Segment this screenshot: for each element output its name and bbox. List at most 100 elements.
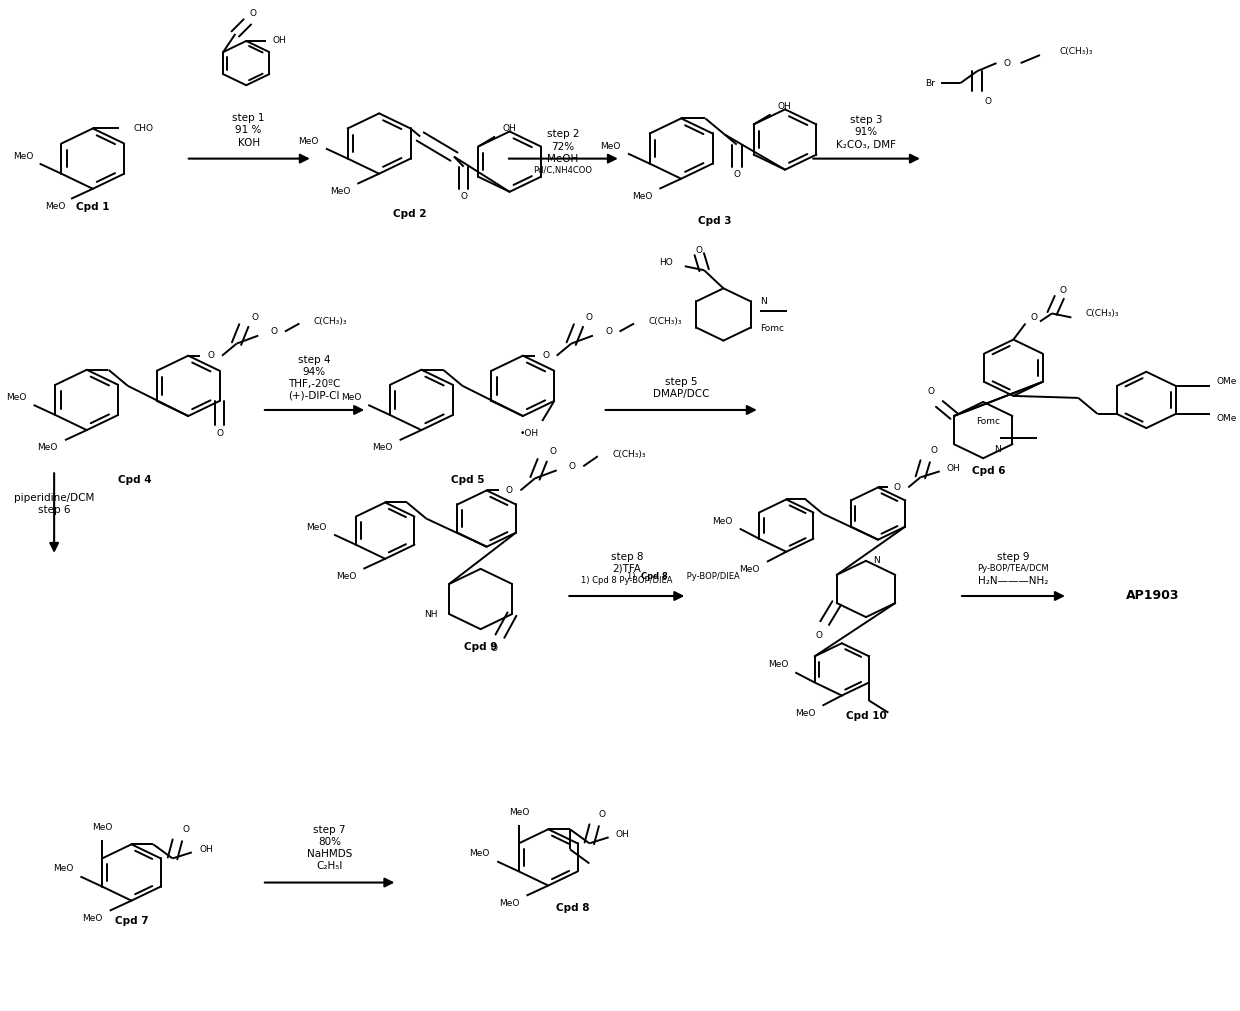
Text: MeO: MeO xyxy=(14,152,33,161)
Text: OH: OH xyxy=(777,102,791,111)
Text: HO: HO xyxy=(658,258,672,267)
Text: O: O xyxy=(506,486,513,495)
Text: step 1: step 1 xyxy=(232,113,265,123)
Text: MeO: MeO xyxy=(82,914,103,923)
Text: O: O xyxy=(928,387,935,396)
Text: step 3: step 3 xyxy=(849,115,882,125)
Text: N: N xyxy=(993,445,1001,454)
Text: O: O xyxy=(1059,286,1066,295)
Text: Cpd 5: Cpd 5 xyxy=(450,475,484,485)
Text: MeO: MeO xyxy=(372,443,392,452)
Text: MeO: MeO xyxy=(37,443,58,452)
Text: O: O xyxy=(569,462,575,471)
Text: MeO: MeO xyxy=(739,565,760,574)
Text: MeO: MeO xyxy=(508,808,529,817)
Text: C(CH₃)₃: C(CH₃)₃ xyxy=(649,317,682,326)
Text: Py-BOP/TEA/DCM: Py-BOP/TEA/DCM xyxy=(977,564,1049,573)
Text: MeO: MeO xyxy=(330,187,350,196)
Text: C(CH₃)₃: C(CH₃)₃ xyxy=(1059,47,1092,56)
Text: MeO: MeO xyxy=(470,849,490,858)
Text: piperidine/DCM: piperidine/DCM xyxy=(14,493,94,502)
Text: THF,-20ºC: THF,-20ºC xyxy=(288,379,340,389)
Text: step 4: step 4 xyxy=(298,355,330,365)
Text: N: N xyxy=(760,297,768,306)
Text: OH: OH xyxy=(502,124,516,133)
Text: 80%: 80% xyxy=(319,837,341,847)
Text: Pd/C,NH4COO: Pd/C,NH4COO xyxy=(533,166,593,175)
Text: MeOH: MeOH xyxy=(547,154,578,164)
Text: O: O xyxy=(585,312,593,321)
Text: Br: Br xyxy=(925,79,935,88)
Text: MeO: MeO xyxy=(600,142,621,151)
Text: step 6: step 6 xyxy=(38,506,71,515)
Text: Fomc: Fomc xyxy=(760,324,785,333)
Text: OMe: OMe xyxy=(1216,377,1236,386)
Text: Cpd 6: Cpd 6 xyxy=(972,466,1006,476)
Text: MeO: MeO xyxy=(795,709,815,718)
Text: H₂N———NH₂: H₂N———NH₂ xyxy=(978,576,1049,586)
Text: O: O xyxy=(460,192,467,201)
Text: Cpd 8: Cpd 8 xyxy=(641,572,668,581)
Text: O: O xyxy=(1003,59,1011,68)
Text: C(CH₃)₃: C(CH₃)₃ xyxy=(613,450,646,459)
Text: Fomc: Fomc xyxy=(976,418,1001,426)
Text: NaHMDS: NaHMDS xyxy=(306,849,352,859)
Text: 1) Cpd 8 Py-BOP/DIEA: 1) Cpd 8 Py-BOP/DIEA xyxy=(582,576,672,585)
Text: (+)-DIP-Cl: (+)-DIP-Cl xyxy=(288,391,340,401)
Text: O: O xyxy=(733,170,740,179)
Text: O: O xyxy=(985,97,992,106)
Text: Cpd 7: Cpd 7 xyxy=(114,916,149,926)
Text: step 9: step 9 xyxy=(997,552,1029,562)
Text: C(CH₃)₃: C(CH₃)₃ xyxy=(1086,309,1120,318)
Text: Cpd 2: Cpd 2 xyxy=(393,209,427,219)
Text: MeO: MeO xyxy=(498,899,520,908)
Text: O: O xyxy=(930,446,937,455)
Text: step 8: step 8 xyxy=(610,552,644,562)
Text: O: O xyxy=(250,312,258,321)
Text: OH: OH xyxy=(947,464,961,473)
Text: MeO: MeO xyxy=(306,523,327,532)
Text: O: O xyxy=(549,447,557,456)
Text: O: O xyxy=(182,825,190,834)
Text: MeO: MeO xyxy=(336,572,356,581)
Text: C(CH₃)₃: C(CH₃)₃ xyxy=(314,317,347,326)
Text: C₂H₅I: C₂H₅I xyxy=(316,861,342,871)
Text: Cpd 8: Cpd 8 xyxy=(556,903,589,913)
Text: MeO: MeO xyxy=(92,823,113,832)
Text: O: O xyxy=(1030,312,1038,321)
Text: Cpd 9: Cpd 9 xyxy=(464,642,497,652)
Text: 1): 1) xyxy=(626,572,637,581)
Text: 72%: 72% xyxy=(552,142,574,152)
Text: Cpd 1: Cpd 1 xyxy=(76,202,109,212)
Text: step 7: step 7 xyxy=(314,825,346,835)
Text: N: N xyxy=(873,556,880,565)
Text: O: O xyxy=(696,246,703,255)
Text: Cpd 3: Cpd 3 xyxy=(698,216,732,226)
Text: step 5: step 5 xyxy=(665,377,697,387)
Text: MeO: MeO xyxy=(299,136,319,146)
Text: O: O xyxy=(815,631,822,640)
Text: O: O xyxy=(542,351,549,360)
Text: MeO: MeO xyxy=(53,864,73,874)
Text: O: O xyxy=(216,429,223,438)
Text: MeO: MeO xyxy=(768,660,789,669)
Text: OMe: OMe xyxy=(1216,415,1236,423)
Text: 91 %: 91 % xyxy=(236,125,262,135)
Text: O: O xyxy=(207,351,215,360)
Text: 94%: 94% xyxy=(303,367,325,377)
Text: DMAP/DCC: DMAP/DCC xyxy=(653,389,709,399)
Text: Py-BOP/DIEA: Py-BOP/DIEA xyxy=(683,572,739,581)
Text: NH: NH xyxy=(424,610,438,619)
Text: MeO: MeO xyxy=(6,393,26,402)
Text: OH: OH xyxy=(273,36,286,45)
Text: O: O xyxy=(894,483,900,492)
Text: CHO: CHO xyxy=(134,124,154,133)
Text: OH: OH xyxy=(200,845,213,854)
Text: O: O xyxy=(599,810,606,819)
Text: AP1903: AP1903 xyxy=(1126,589,1179,603)
Text: MeO: MeO xyxy=(341,393,361,402)
Text: O: O xyxy=(249,9,257,18)
Text: O: O xyxy=(605,327,613,336)
Text: KOH: KOH xyxy=(238,137,259,148)
Text: step 2: step 2 xyxy=(547,129,579,140)
